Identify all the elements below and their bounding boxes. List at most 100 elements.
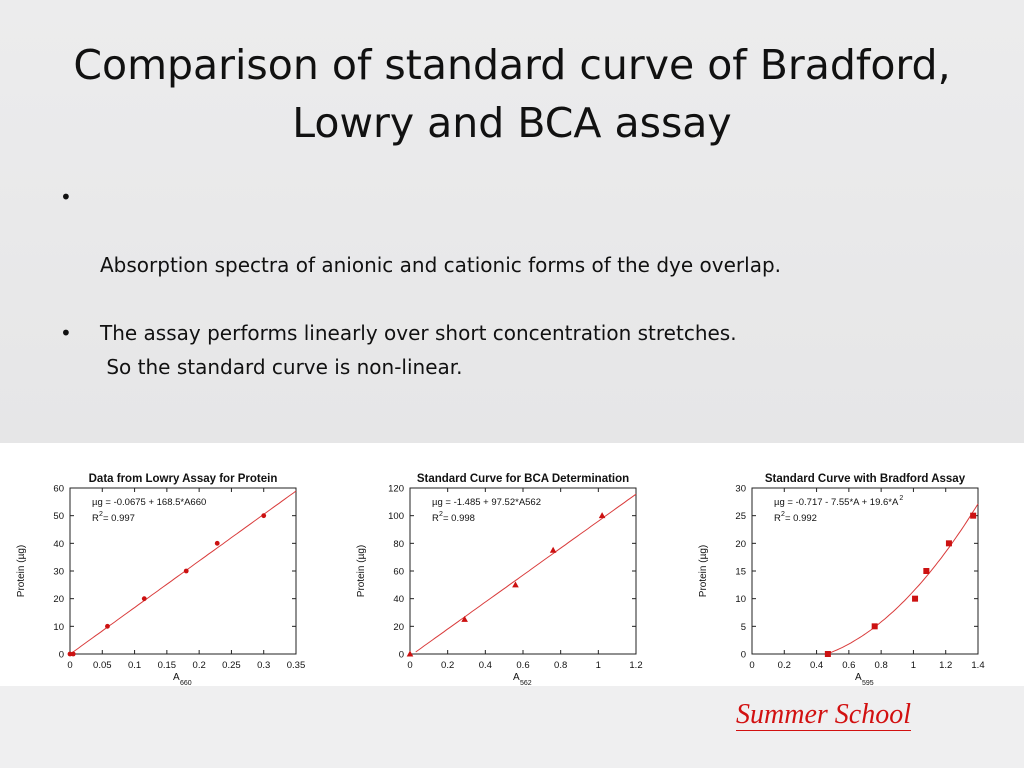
data-point [912,595,919,602]
y-tick-label: 0 [59,650,64,661]
x-tick-label: 1 [596,660,601,671]
y-tick-label: 40 [53,539,64,550]
r-squared-label: R [432,513,439,524]
r-squared-sup: 2 [439,511,443,518]
data-point [824,651,831,657]
x-tick-label: 0.25 [222,660,241,671]
r-squared-value: = 0.998 [443,513,475,524]
r-squared-label: R [774,513,781,524]
x-tick-label: 0.05 [93,660,112,671]
y-tick-label: 50 [53,511,64,522]
x-tick-label: 0.1 [128,660,141,671]
y-tick-label: 20 [53,594,64,605]
x-tick-label: 0.3 [257,660,270,671]
data-point [70,651,76,657]
footer-summer-school: Summer School [736,699,911,731]
y-tick-label: 60 [393,567,404,578]
y-tick-label: 20 [735,539,746,550]
x-tick-label: 0 [407,660,412,671]
y-axis-label: Protein (µg) [16,545,27,597]
r-squared-sup: 2 [781,511,785,518]
x-tick-label: 0.2 [193,660,206,671]
y-axis-label: Protein (µg) [698,545,709,597]
y-tick-label: 30 [53,567,64,578]
fit-line [828,503,979,654]
bca-chart: Standard Curve for BCA Determination 0 0.2… [356,473,643,687]
x-tick-label: 0.4 [479,660,492,671]
chart-title: Standard Curve for BCA Determination [417,473,629,485]
x-tick-label: 0.35 [287,660,306,671]
x-axis-label: A [855,672,862,683]
data-point [183,568,189,574]
bullet-dot: • [60,185,72,209]
x-tick-label: 0.2 [778,660,791,671]
data-point [406,650,414,657]
y-tick-label: 80 [393,539,404,550]
x-axis-label: A [173,672,180,683]
data-point [214,540,220,546]
bradford-chart: Standard Curve with Bradford Assay 0 0.2 0.… [698,473,985,687]
data-point [598,512,606,519]
x-tick-label: 0.2 [441,660,454,671]
data-point [549,546,557,553]
data-point [461,615,468,622]
data-point [945,540,952,547]
y-tick-label: 0 [741,650,746,661]
y-tick-label: 30 [735,484,746,495]
fit-equation-sup: 2 [899,495,903,502]
bullet-item-2: • The assay performs linearly over short… [60,316,960,350]
r-squared-value: = 0.992 [785,513,817,524]
y-tick-label: 60 [53,484,64,495]
y-tick-label: 0 [399,650,404,661]
bullet-1-line-2: So the standard curve is non-linear. [100,355,463,379]
x-tick-label: 0 [67,660,72,671]
r-squared-label: R [92,513,99,524]
title-line-2: Lowry and BCA assay [292,99,732,147]
y-tick-label: 10 [53,622,64,633]
x-tick-label: 1.2 [939,660,952,671]
x-axis-label-sub: 595 [862,680,874,687]
y-tick-label: 120 [388,484,404,495]
data-point [141,596,147,602]
x-tick-label: 1.4 [971,660,984,671]
y-axis-label: Protein (µg) [356,545,367,597]
y-tick-label: 100 [388,511,404,522]
footer-band [0,686,1024,768]
slide-title: Comparison of standard curve of Bradford… [40,36,984,152]
y-tick-label: 15 [735,567,746,578]
data-point [970,512,977,519]
x-tick-label: 0.6 [516,660,529,671]
y-tick-label: 10 [735,594,746,605]
data-point [871,623,878,630]
x-axis-label-sub: 660 [180,680,192,687]
bullet-item-1: • Absorption spectra of anionic and cati… [60,180,960,379]
x-tick-label: 1.2 [629,660,642,671]
data-point [512,581,519,588]
x-tick-label: 0.8 [554,660,567,671]
fit-line [415,493,637,653]
x-tick-label: 1 [911,660,916,671]
y-tick-label: 25 [735,511,746,522]
x-tick-label: 0.15 [158,660,177,671]
plot-frame [409,487,637,655]
bullet-text-1: Absorption spectra of anionic and cation… [100,180,781,452]
bullet-dot: • [60,321,72,345]
chart-title: Standard Curve with Bradford Assay [765,473,966,485]
x-tick-label: 0.8 [875,660,888,671]
y-tick-label: 40 [393,594,404,605]
plot-frame [751,487,979,655]
fit-equation: µg = -1.485 + 97.52*A562 [432,497,541,508]
bullet-1-line-1: Absorption spectra of anionic and cation… [100,253,781,277]
slide-background [0,0,1024,443]
r-squared-sup: 2 [99,511,103,518]
x-axis-label: A [513,672,520,683]
title-line-1: Comparison of standard curve of Bradford… [73,41,951,89]
x-axis-label-sub: 562 [520,680,532,687]
fit-equation: µg = -0.717 - 7.55*A + 19.6*A [774,497,899,508]
r-squared-value: = 0.997 [103,513,135,524]
y-tick-label: 5 [741,622,746,633]
data-point [923,568,930,574]
x-tick-label: 0.4 [810,660,823,671]
chart-title: Data from Lowry Assay for Protein [89,473,278,485]
data-point [261,513,267,519]
